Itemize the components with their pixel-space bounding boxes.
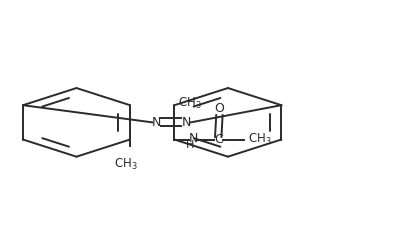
Text: O: O xyxy=(215,102,224,115)
Text: CH$_3$: CH$_3$ xyxy=(248,132,272,147)
Text: N: N xyxy=(181,116,191,129)
Text: CH$_3$: CH$_3$ xyxy=(179,95,202,111)
Text: N: N xyxy=(189,132,198,145)
Text: C: C xyxy=(214,133,223,146)
Text: H: H xyxy=(186,140,195,150)
Text: N: N xyxy=(152,116,161,129)
Text: CH$_3$: CH$_3$ xyxy=(114,157,138,172)
